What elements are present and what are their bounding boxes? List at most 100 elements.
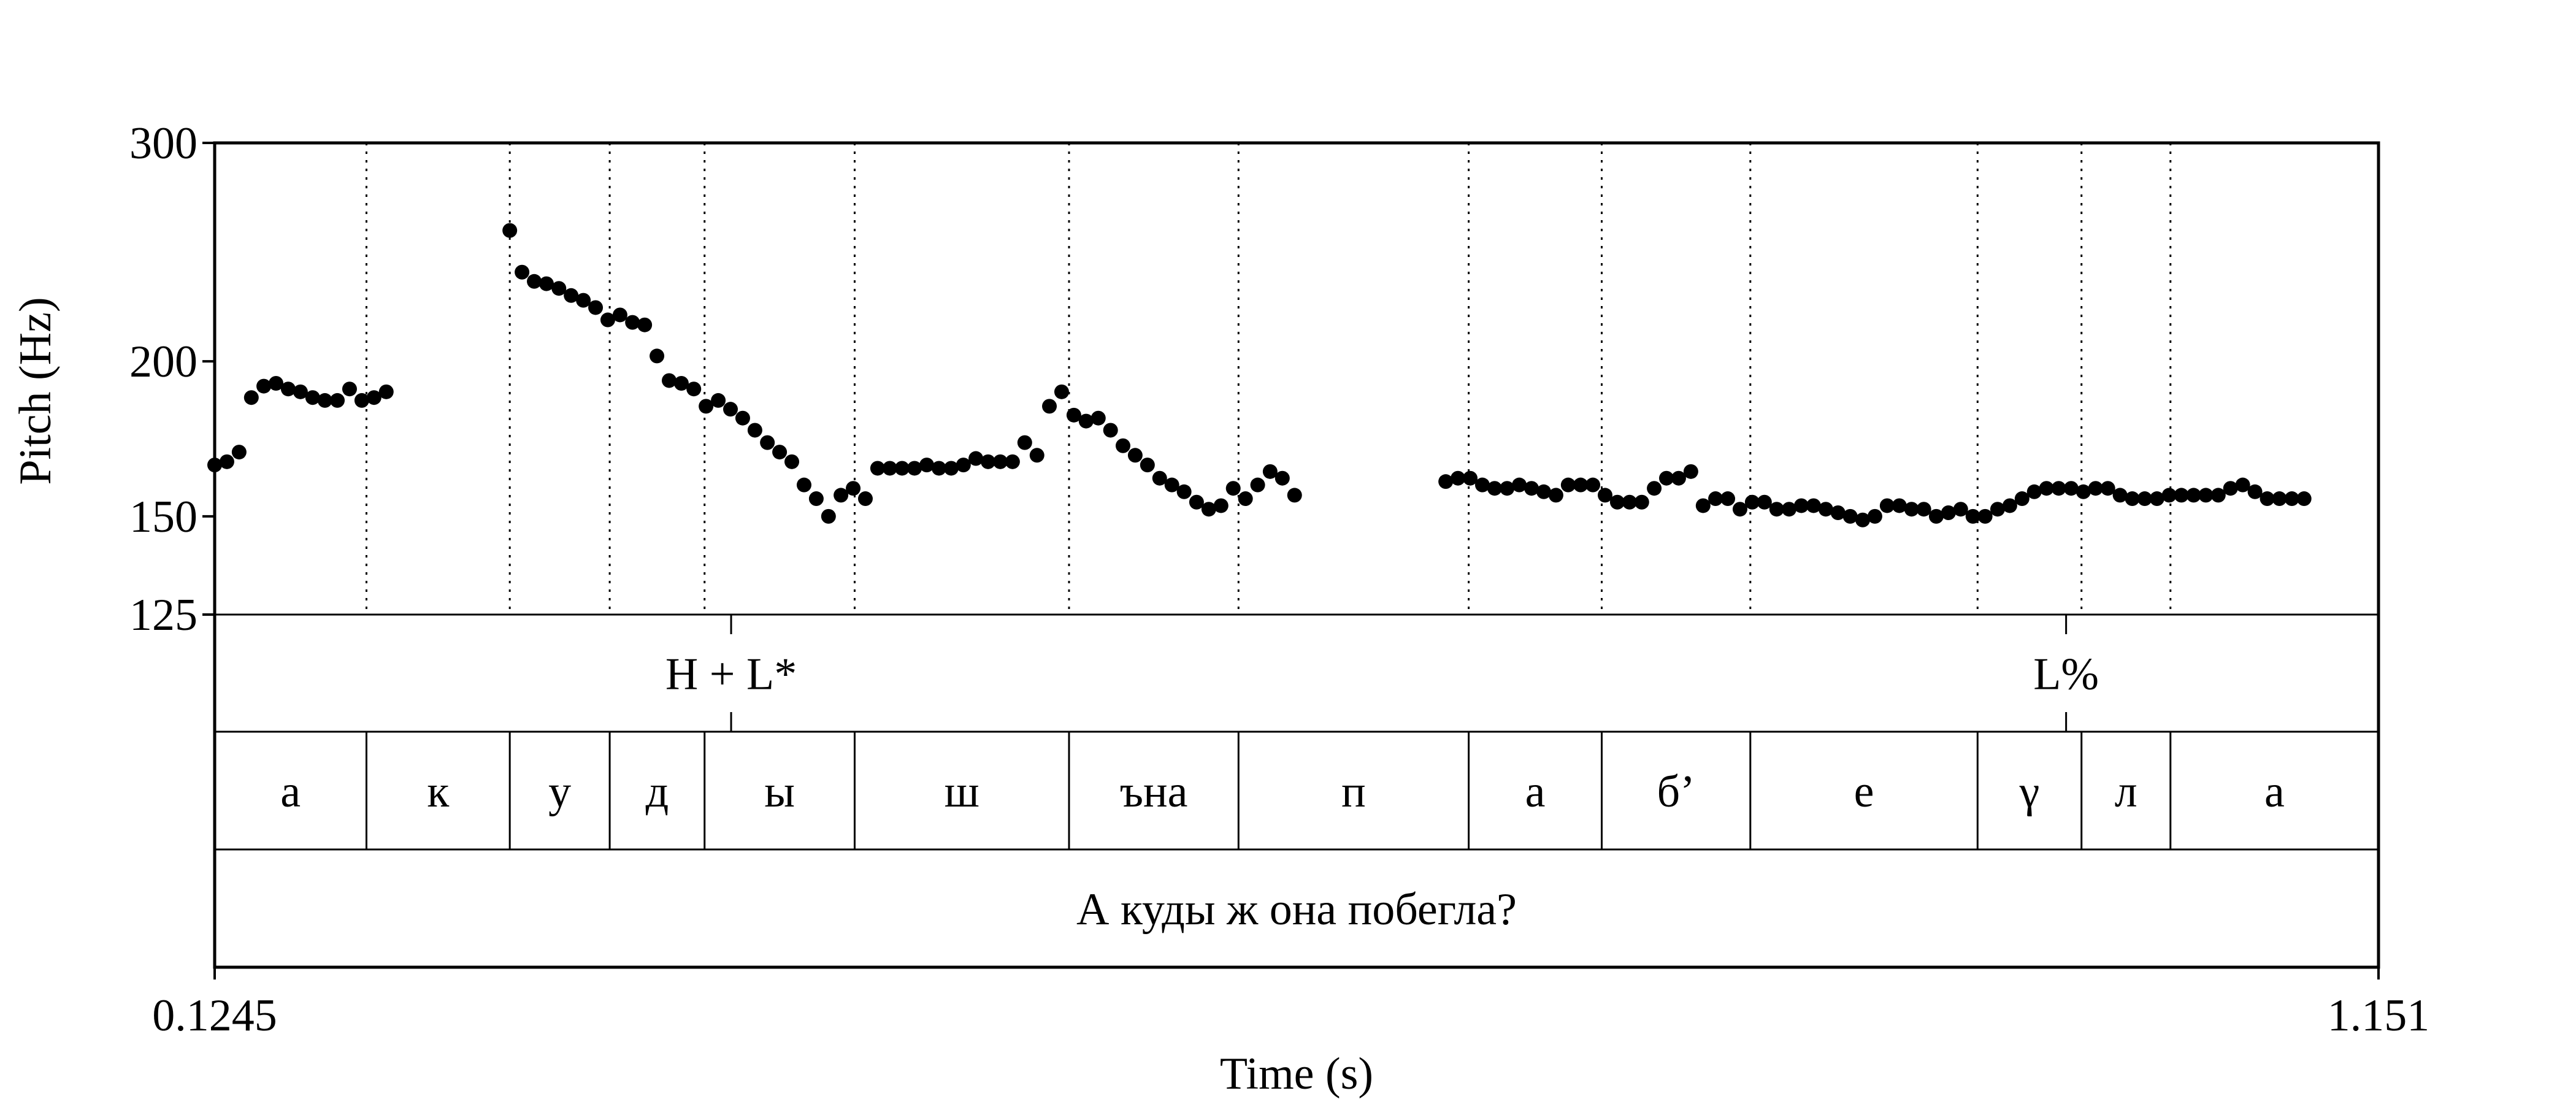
pitch-point xyxy=(2149,491,2164,507)
x-tick-label: 0.1245 xyxy=(152,991,277,1041)
y-tick-label: 300 xyxy=(129,118,197,169)
pitch-point xyxy=(1140,458,1155,473)
pitch-point xyxy=(1438,474,1454,489)
pitch-point xyxy=(502,223,518,238)
pitch-point xyxy=(342,381,357,397)
segment-label: ъна xyxy=(1120,767,1188,817)
pitch-point xyxy=(1916,502,1931,517)
segment-label: ы xyxy=(764,767,795,817)
pitch-point xyxy=(1941,505,1956,521)
pitch-point xyxy=(2223,481,2238,496)
pitch-point xyxy=(1683,464,1698,479)
pitch-point xyxy=(1238,491,1253,507)
pitch-point xyxy=(1793,498,1809,513)
pitch-point xyxy=(330,393,345,408)
segment-label: ш xyxy=(945,767,979,817)
pitch-point xyxy=(1560,477,1576,493)
pitch-point xyxy=(846,481,861,496)
annotation-tiers: H + L* L% а к у д ы ш ъна п а б’ е γ л а А куды ж она по… xyxy=(215,613,2379,935)
pitch-point xyxy=(2039,481,2054,496)
pitch-point xyxy=(1152,470,1167,486)
pitch-point xyxy=(673,376,689,391)
pitch-point xyxy=(2296,491,2312,507)
y-tick-label: 200 xyxy=(129,337,197,387)
pitch-point xyxy=(256,378,272,394)
pitch-point xyxy=(1127,448,1143,463)
axes: Pitch (Hz) Time (s) 0.1245 1.151 300 200 1… xyxy=(10,118,2429,1099)
pitch-point xyxy=(231,445,247,460)
pitch-point xyxy=(2076,484,2091,499)
segment-label: а xyxy=(2264,767,2285,817)
pitch-point xyxy=(1695,498,1711,513)
pitch-point xyxy=(269,376,284,391)
pitch-point xyxy=(882,461,897,476)
sentence-label: А куды ж она побегла? xyxy=(1076,884,1517,935)
pitch-point xyxy=(894,461,910,476)
pitch-point xyxy=(1536,484,1551,499)
pitch-point xyxy=(551,281,567,296)
pitch-point xyxy=(2063,481,2079,496)
pitch-point xyxy=(1029,448,1045,463)
segment-label: к xyxy=(427,767,450,817)
tone-label: H + L* xyxy=(665,650,797,700)
pitch-point xyxy=(1744,494,1760,510)
x-axis-label: Time (s) xyxy=(1220,1049,1373,1099)
segment-label: γ xyxy=(2019,767,2040,817)
pitch-point xyxy=(1757,494,1772,510)
pitch-point xyxy=(931,461,946,476)
pitch-point xyxy=(539,276,554,291)
pitch-point xyxy=(1066,407,1081,423)
pitch-point xyxy=(1904,502,1919,517)
pitch-point xyxy=(2260,491,2275,507)
pitch-point xyxy=(747,423,762,438)
pitch-point xyxy=(699,399,714,414)
pitch-point xyxy=(1078,413,1094,429)
segment-label: д xyxy=(646,767,669,817)
pitch-point xyxy=(1262,464,1278,479)
pitch-point xyxy=(1054,384,1069,399)
pitch-point xyxy=(1671,470,1686,486)
pitch-point xyxy=(1806,498,1821,513)
pitch-point xyxy=(366,390,381,405)
pitch-point xyxy=(588,300,604,315)
pitch-point xyxy=(2186,488,2201,503)
plot-frame xyxy=(213,141,2380,969)
pitch-point xyxy=(1818,502,1833,517)
pitch-point xyxy=(2161,488,2177,503)
pitch-point xyxy=(650,348,665,364)
pitch-point xyxy=(1609,494,1625,510)
pitch-point xyxy=(1512,477,1527,493)
pitch-point xyxy=(870,461,885,476)
pitch-point xyxy=(1622,494,1637,510)
pitch-point xyxy=(1005,454,1020,469)
pitch-point xyxy=(992,454,1008,469)
pitch-point xyxy=(1720,491,1736,507)
segment-label: п xyxy=(1341,767,1366,817)
pitch-point xyxy=(1892,498,1907,513)
pitch-point xyxy=(1990,502,2005,517)
x-tick-label: 1.151 xyxy=(2328,991,2430,1041)
pitch-point xyxy=(686,381,702,397)
pitch-point xyxy=(907,461,922,476)
pitch-point xyxy=(1451,470,1466,486)
y-tick-label: 125 xyxy=(129,590,197,640)
pitch-point xyxy=(662,373,677,388)
pitch-point xyxy=(1115,438,1130,453)
pitch-point xyxy=(1782,502,1797,517)
pitch-point xyxy=(1548,488,1563,503)
pitch-point xyxy=(1867,508,1882,524)
pitch-point xyxy=(1842,508,1858,524)
pitch-point xyxy=(1953,502,1968,517)
segment-boundaries xyxy=(365,143,2172,615)
pitch-point xyxy=(600,312,615,328)
pitch-point xyxy=(1474,477,1490,493)
pitch-point xyxy=(784,454,800,469)
y-axis-label: Pitch (Hz) xyxy=(10,297,61,485)
pitch-point xyxy=(1164,477,1179,493)
pitch-point xyxy=(2272,491,2287,507)
pitch-point xyxy=(2125,491,2140,507)
pitch-point xyxy=(378,384,394,399)
pitch-point xyxy=(857,491,873,507)
pitch-point xyxy=(1500,481,1515,496)
